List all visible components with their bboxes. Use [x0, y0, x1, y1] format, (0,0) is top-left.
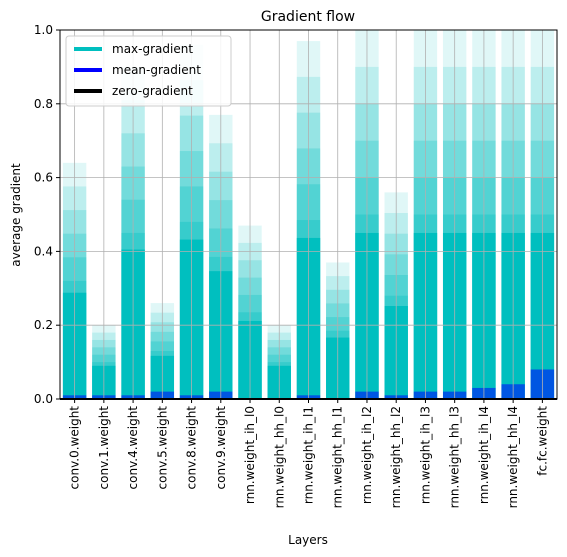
x-tick-label: rnn.weight_hh_l3	[448, 406, 462, 508]
y-tick-label: 0.6	[34, 171, 53, 185]
x-axis-label: Layers	[288, 533, 328, 547]
x-tick-label: conv.8.weight	[185, 406, 199, 490]
x-tick-label: rnn.weight_hh_l2	[389, 406, 403, 508]
y-tick-label: 1.0	[34, 23, 53, 37]
axes-layer: 0.0 0.2 0.4 0.6 0.8 1.0 conv.0.weight conv.1.we…	[34, 23, 558, 508]
y-tick-label: 0.4	[34, 244, 53, 258]
x-tick-label: conv.1.weight	[97, 406, 111, 490]
legend-box	[65, 35, 232, 107]
x-tick-label: fc.fc.weight	[535, 406, 549, 476]
x-tick-label: conv.5.weight	[155, 406, 169, 490]
x-tick-label: conv.9.weight	[214, 406, 228, 490]
legend-label: zero-gradient	[112, 84, 193, 98]
chart-title: Gradient flow	[261, 9, 355, 25]
y-axis-label: average gradient	[9, 163, 23, 267]
x-tick-label: rnn.weight_hh_l1	[331, 406, 345, 508]
x-tick-label: rnn.weight_ih_l3	[418, 406, 432, 504]
y-tick-label: 0.0	[34, 392, 53, 406]
x-tick-label: conv.0.weight	[68, 406, 82, 490]
x-tick-label: rnn.weight_hh_l0	[272, 406, 286, 508]
legend-label: max-gradient	[112, 42, 193, 56]
x-tick-label: rnn.weight_ih_l2	[360, 406, 374, 504]
x-tick-label: rnn.weight_ih_l0	[243, 406, 257, 504]
legend: max-gradient mean-gradient zero-gradient	[65, 35, 232, 107]
x-tick-label: rnn.weight_ih_l1	[302, 406, 316, 504]
y-tick-label: 0.8	[34, 97, 53, 111]
x-tick-label: rnn.weight_ih_l4	[477, 406, 491, 504]
y-tick-label: 0.2	[34, 318, 53, 332]
legend-label: mean-gradient	[112, 63, 201, 77]
x-tick-label: conv.4.weight	[126, 406, 140, 490]
x-tick-label: rnn.weight_hh_l4	[506, 406, 520, 508]
